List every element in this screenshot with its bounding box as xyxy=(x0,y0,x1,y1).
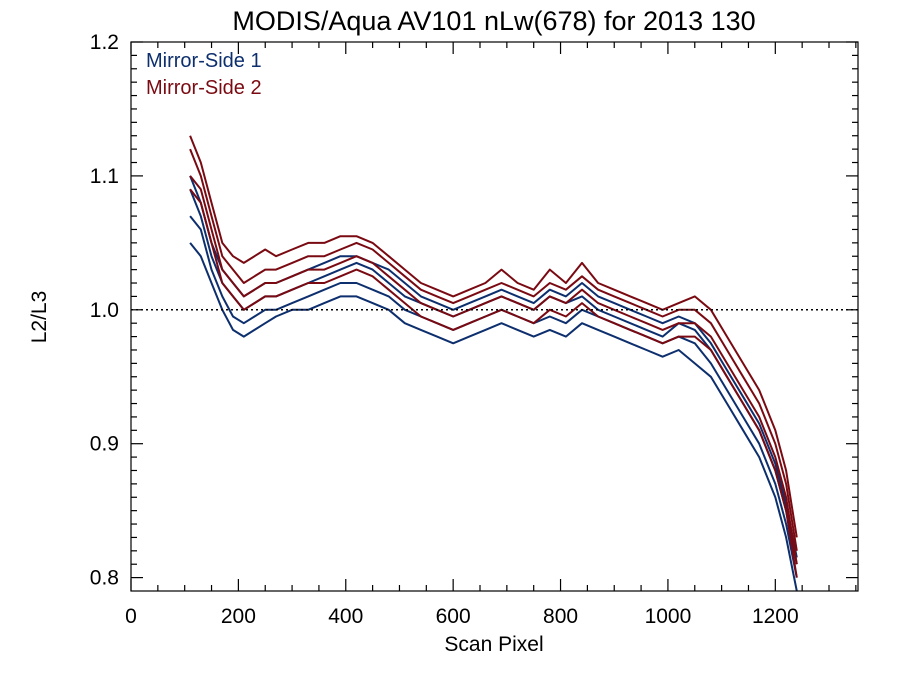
y-tick-label: 1.2 xyxy=(90,31,119,54)
series-line-8 xyxy=(189,188,798,578)
axis-ticks xyxy=(130,41,858,591)
x-tick-label: 800 xyxy=(543,605,578,628)
legend: Mirror-Side 1 Mirror-Side 2 xyxy=(146,50,262,99)
x-axis-label: Scan Pixel xyxy=(444,633,543,656)
x-tick-label: 200 xyxy=(221,605,256,628)
y-tick-label: 0.9 xyxy=(90,433,119,456)
x-tick-label: 0 xyxy=(125,605,137,628)
series-line-4 xyxy=(189,215,798,578)
y-tick-label: 1.1 xyxy=(90,165,119,188)
series-line-1 xyxy=(189,188,798,565)
series-line-3 xyxy=(189,175,798,558)
legend-entry: Mirror-Side 2 xyxy=(146,77,262,99)
series-line-2 xyxy=(189,242,798,592)
chart-title: MODIS/Aqua AV101 nLw(678) for 2013 130 xyxy=(232,6,755,36)
x-tick-label: 1200 xyxy=(752,605,799,628)
series-line-6 xyxy=(189,175,798,565)
x-tick-label: 1000 xyxy=(645,605,692,628)
series-line-5 xyxy=(189,148,798,551)
y-tick-label: 0.8 xyxy=(90,567,119,590)
axis-tick-labels: 0 200 400 600 800 1000 1200 0.8 0.9 1.0 1.1 1.2 xyxy=(90,31,799,628)
x-tick-label: 600 xyxy=(436,605,471,628)
plot-area: 0 200 400 600 800 1000 1200 0.8 0.9 1.0 1.1 1.2 xyxy=(90,31,859,628)
series-lines xyxy=(189,135,798,592)
legend-entry: Mirror-Side 1 xyxy=(146,50,262,72)
y-tick-label: 1.0 xyxy=(90,299,119,322)
x-tick-label: 400 xyxy=(328,605,363,628)
series-line-7 xyxy=(189,135,798,538)
y-axis-label: L2/L3 xyxy=(28,291,51,344)
plot-frame xyxy=(130,41,859,592)
